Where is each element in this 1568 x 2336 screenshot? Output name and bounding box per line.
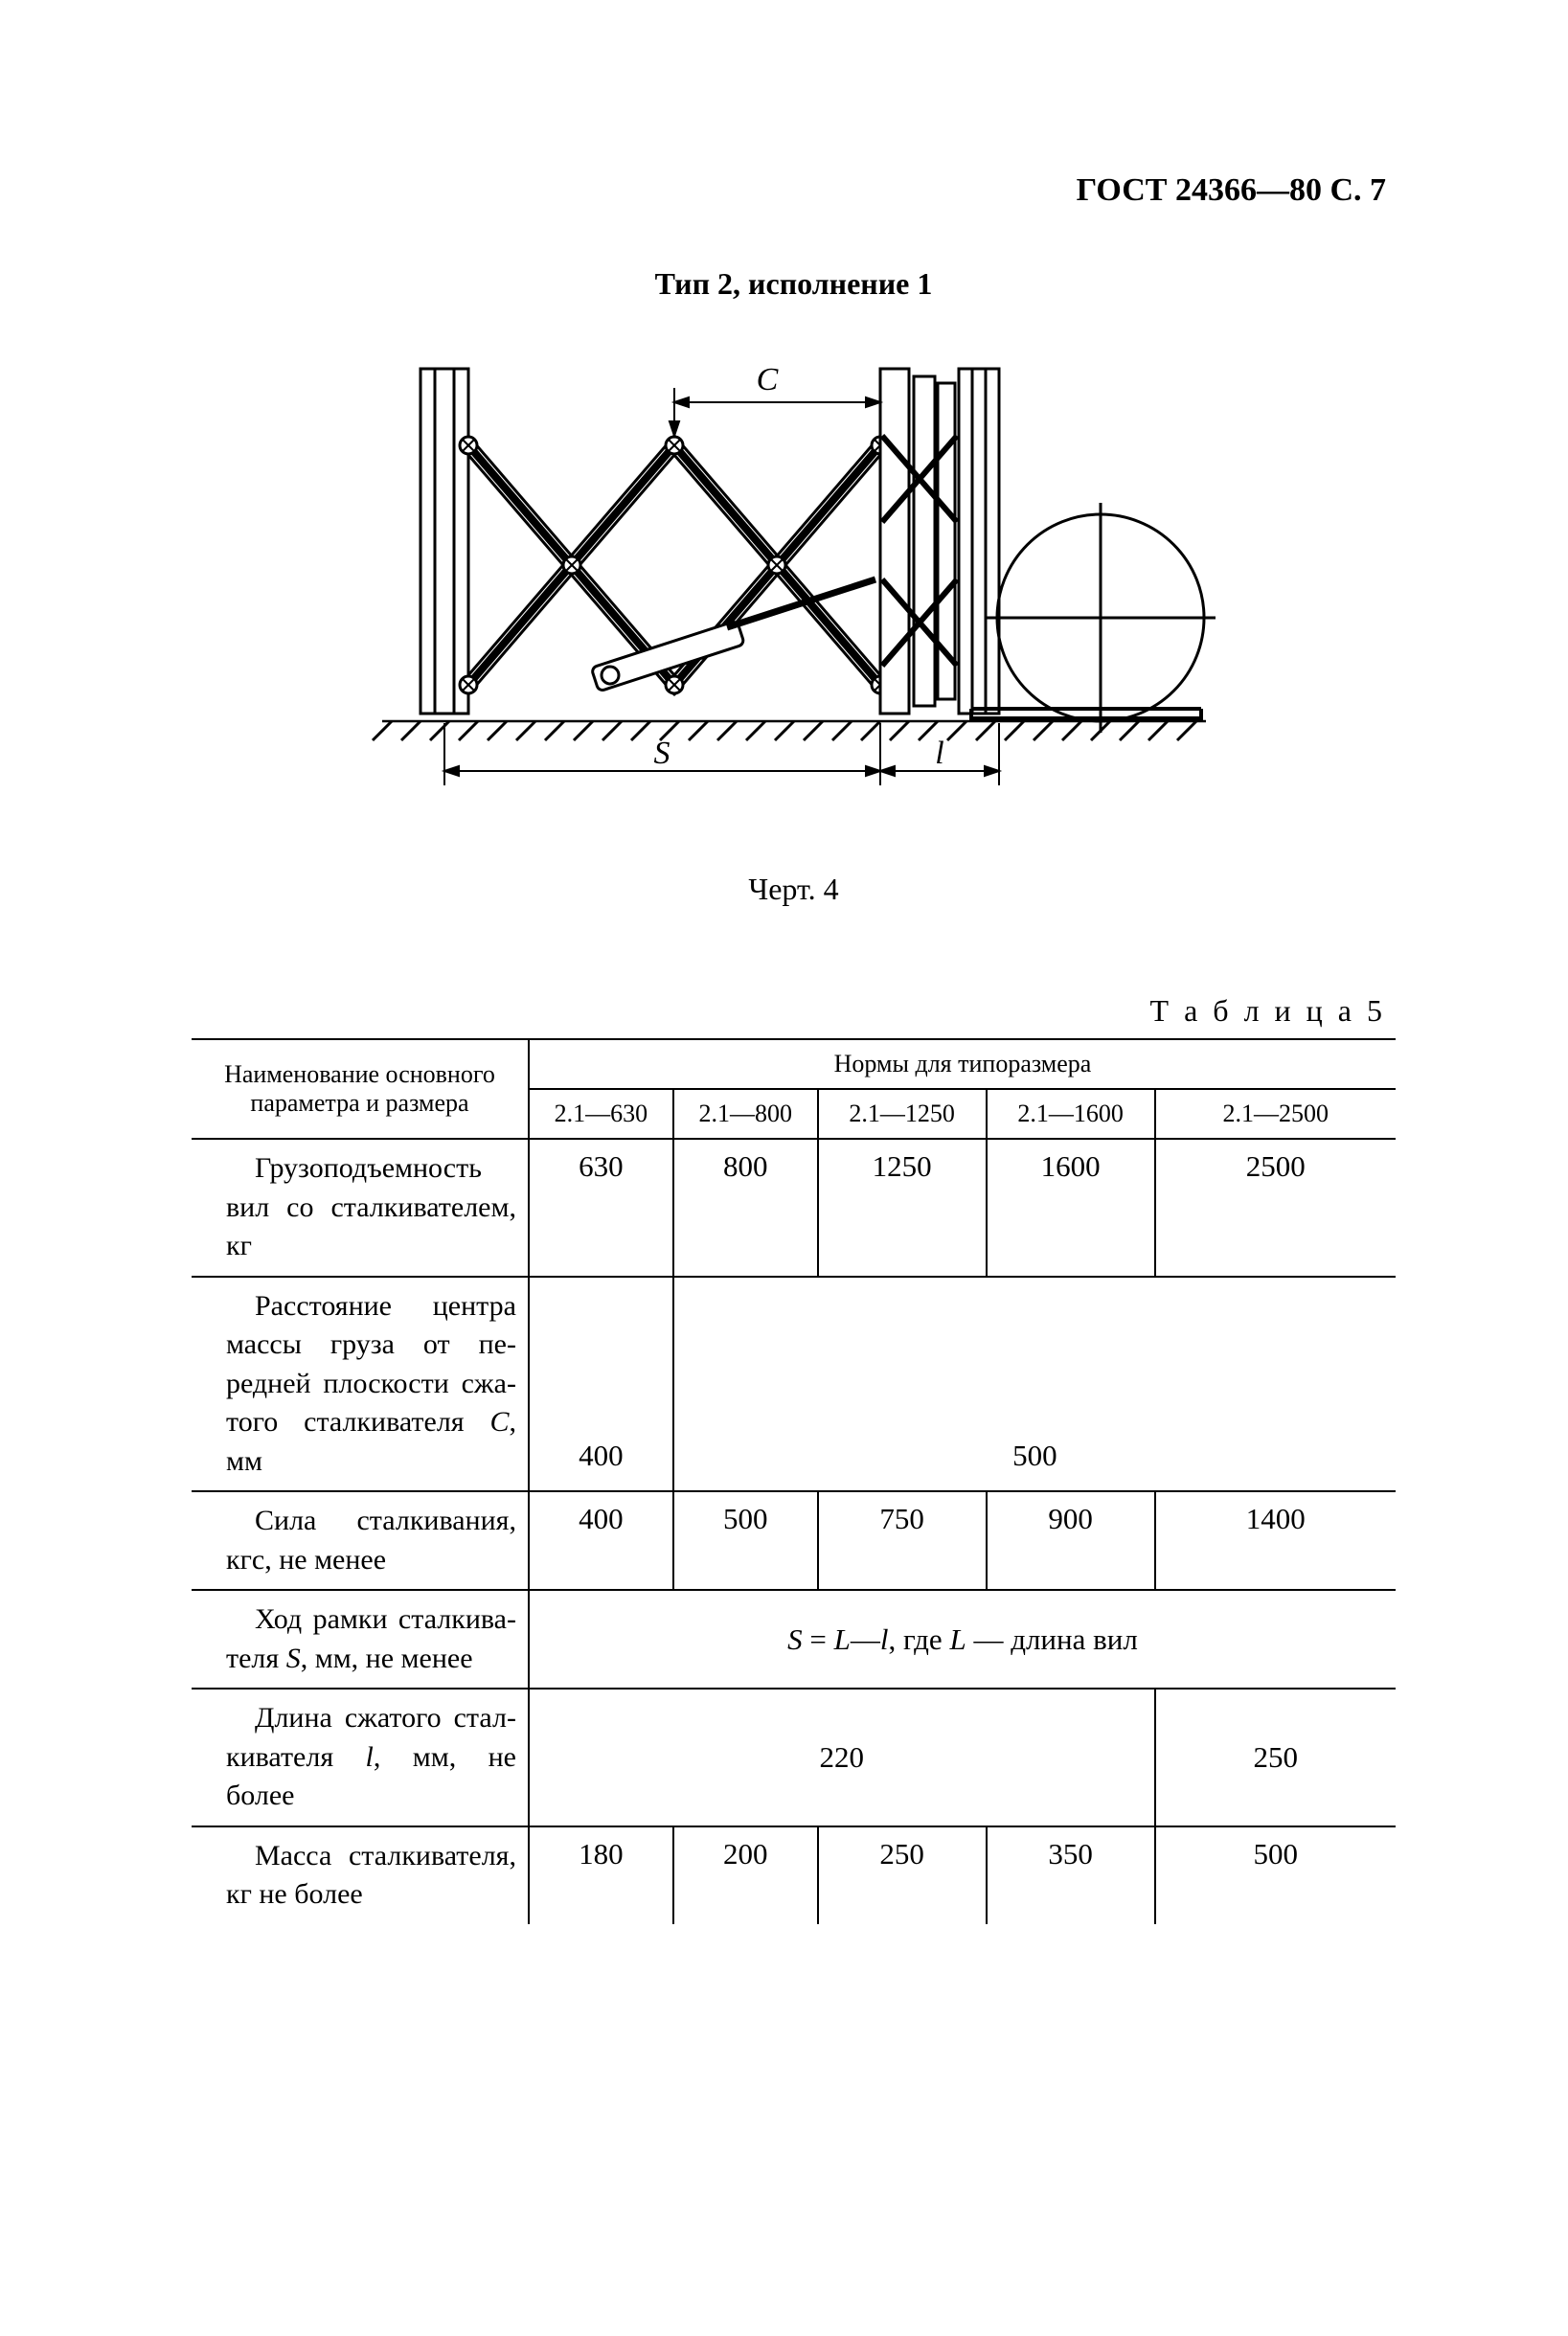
figure-caption: Черт. 4 — [192, 872, 1396, 907]
row4-formula: S = L—l, где L — длина вил — [529, 1590, 1396, 1689]
row6-label: Масса сталкивателя, кг не более — [192, 1826, 529, 1924]
subtitle: Тип 2, исполнение 1 — [192, 266, 1396, 302]
dim-label-s: S — [653, 736, 670, 771]
row4-label: Ход рамки сталкива­теля S, мм, не менее — [192, 1590, 529, 1689]
col-4: 2.1—1600 — [987, 1089, 1155, 1139]
row5-v5: 250 — [1155, 1689, 1396, 1826]
row2-label: Расстояние центра массы груза от пе­редн… — [192, 1277, 529, 1492]
row3-v3: 750 — [818, 1491, 987, 1590]
row5-v1-4: 220 — [529, 1689, 1155, 1826]
header-params: Наименование основного параметра и разме… — [192, 1039, 529, 1139]
row6-v5: 500 — [1155, 1826, 1396, 1924]
row2-v1: 400 — [529, 1277, 673, 1492]
row2-v2-5: 500 — [673, 1277, 1396, 1492]
row6-v2: 200 — [673, 1826, 818, 1924]
row6-v4: 350 — [987, 1826, 1155, 1924]
row1-label: Грузоподъемность вил со сталкивателем, к… — [192, 1139, 529, 1277]
doc-reference: ГОСТ 24366—80 С. 7 — [192, 172, 1396, 209]
row3-label: Сила сталкивания, кгс, не менее — [192, 1491, 529, 1590]
row3-v5: 1400 — [1155, 1491, 1396, 1590]
spec-table: Наименование основного параметра и разме… — [192, 1038, 1396, 1924]
row3-v2: 500 — [673, 1491, 818, 1590]
row1-v3: 1250 — [818, 1139, 987, 1277]
row1-v4: 1600 — [987, 1139, 1155, 1277]
row1-v1: 630 — [529, 1139, 673, 1277]
row6-v3: 250 — [818, 1826, 987, 1924]
header-group: Нормы для типоразмера — [529, 1039, 1396, 1089]
row5-label: Длина сжатого стал­кивателя l, мм, не бо… — [192, 1689, 529, 1826]
col-2: 2.1—800 — [673, 1089, 818, 1139]
figure-4: C S l — [192, 330, 1396, 833]
row1-v5: 2500 — [1155, 1139, 1396, 1277]
row1-v2: 800 — [673, 1139, 818, 1277]
dim-label-c: C — [756, 362, 778, 397]
col-5: 2.1—2500 — [1155, 1089, 1396, 1139]
table-caption: Т а б л и ц а 5 — [192, 993, 1396, 1029]
row6-v1: 180 — [529, 1826, 673, 1924]
dim-label-l: l — [935, 736, 943, 771]
col-3: 2.1—1250 — [818, 1089, 987, 1139]
row3-v4: 900 — [987, 1491, 1155, 1590]
row3-v1: 400 — [529, 1491, 673, 1590]
col-1: 2.1—630 — [529, 1089, 673, 1139]
